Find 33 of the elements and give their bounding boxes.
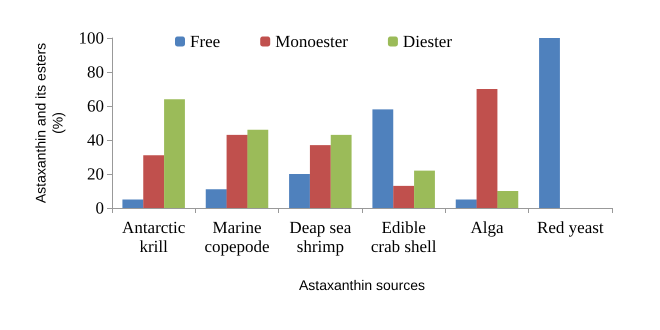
bar bbox=[539, 38, 560, 208]
bar bbox=[247, 130, 268, 208]
bar bbox=[476, 89, 498, 208]
bar bbox=[497, 191, 518, 208]
bar bbox=[143, 155, 164, 208]
x-tick-label: Alga bbox=[470, 218, 504, 237]
x-tick-label: Antarctic krill bbox=[122, 218, 186, 256]
bar bbox=[122, 200, 144, 208]
legend-label: Diester bbox=[402, 32, 452, 51]
bar bbox=[393, 186, 414, 208]
y-tick-label: 40 bbox=[87, 130, 104, 150]
x-tick-label: Red yeast bbox=[537, 218, 604, 237]
x-axis-title: Astaxanthin sources bbox=[298, 277, 426, 293]
y-tick-label: 80 bbox=[87, 62, 104, 82]
bar bbox=[310, 145, 331, 208]
bar bbox=[206, 189, 227, 208]
y-tick-label: 60 bbox=[87, 96, 104, 116]
legend-label: Monoester bbox=[275, 32, 348, 51]
bar bbox=[414, 170, 435, 208]
x-tick-label: Marine copepode bbox=[204, 218, 270, 256]
bar bbox=[289, 174, 310, 208]
bar bbox=[226, 134, 248, 208]
bar bbox=[330, 134, 352, 208]
bar bbox=[456, 200, 477, 208]
bar bbox=[164, 99, 185, 208]
legend-label: Free bbox=[190, 32, 220, 51]
y-tick-label: 100 bbox=[78, 28, 104, 48]
y-tick-label: 20 bbox=[87, 164, 104, 184]
bar bbox=[372, 109, 394, 208]
y-tick-label: 0 bbox=[96, 198, 104, 218]
x-tick-label: Edible crab shell bbox=[370, 218, 437, 256]
y-axis-title: Astaxanthin and its esters (%) bbox=[32, 42, 66, 204]
x-tick-label: Deap sea shrimp bbox=[289, 218, 352, 256]
